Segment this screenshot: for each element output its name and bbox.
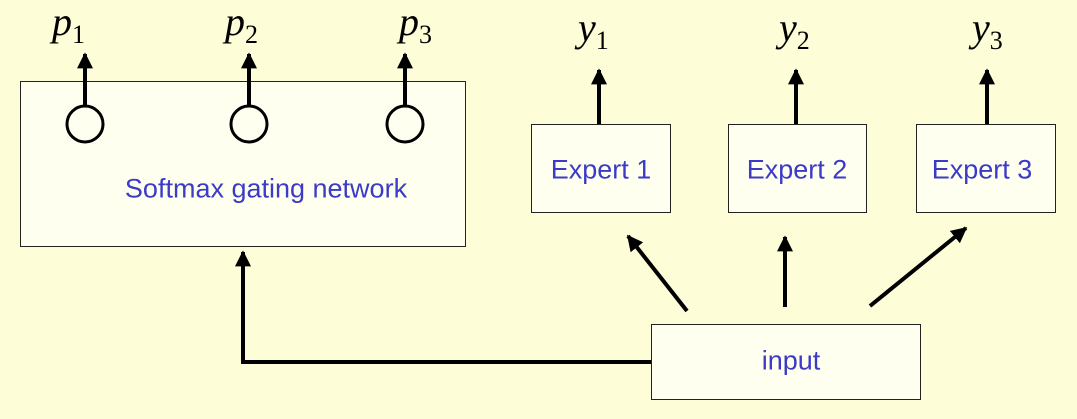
expert-output-y1: y1 <box>578 8 609 54</box>
expert-2-label: Expert 2 <box>746 154 848 185</box>
input-to-gating-arrow <box>235 250 651 364</box>
expert-output-y2: y2 <box>779 8 810 54</box>
p1-subscript: 1 <box>72 20 85 49</box>
y2-subscript: 2 <box>796 26 810 55</box>
gate-output-p3: p3 <box>399 2 432 48</box>
input-to-expert-3-arrow <box>868 226 968 308</box>
expert-3-label: Expert 3 <box>931 154 1033 185</box>
y3-subscript: 3 <box>989 26 1003 55</box>
gate-1-node <box>65 104 105 144</box>
p2-var: p <box>225 0 245 44</box>
p3-var: p <box>399 0 419 44</box>
p2-subscript: 2 <box>245 20 258 49</box>
expert-1-box <box>531 124 671 213</box>
gate-3-node <box>385 104 425 144</box>
expert-1-label: Expert 1 <box>550 154 652 185</box>
y2-var: y <box>779 5 797 50</box>
input-to-expert-1-arrow <box>626 234 689 313</box>
expert-output-y3: y3 <box>972 8 1003 54</box>
y1-var: y <box>578 5 596 50</box>
gate-output-p2: p2 <box>225 2 258 48</box>
gate-2-node <box>229 104 269 144</box>
y1-subscript: 1 <box>595 26 609 55</box>
expert-3-box <box>916 124 1056 213</box>
input-box <box>651 324 921 400</box>
expert-2-box <box>728 124 867 213</box>
input-label: input <box>761 345 821 376</box>
y3-var: y <box>972 5 990 50</box>
p3-subscript: 3 <box>419 20 432 49</box>
gate-output-p1: p1 <box>52 2 85 48</box>
p1-var: p <box>52 0 72 44</box>
gating-network-label: Softmax gating network <box>124 173 408 204</box>
